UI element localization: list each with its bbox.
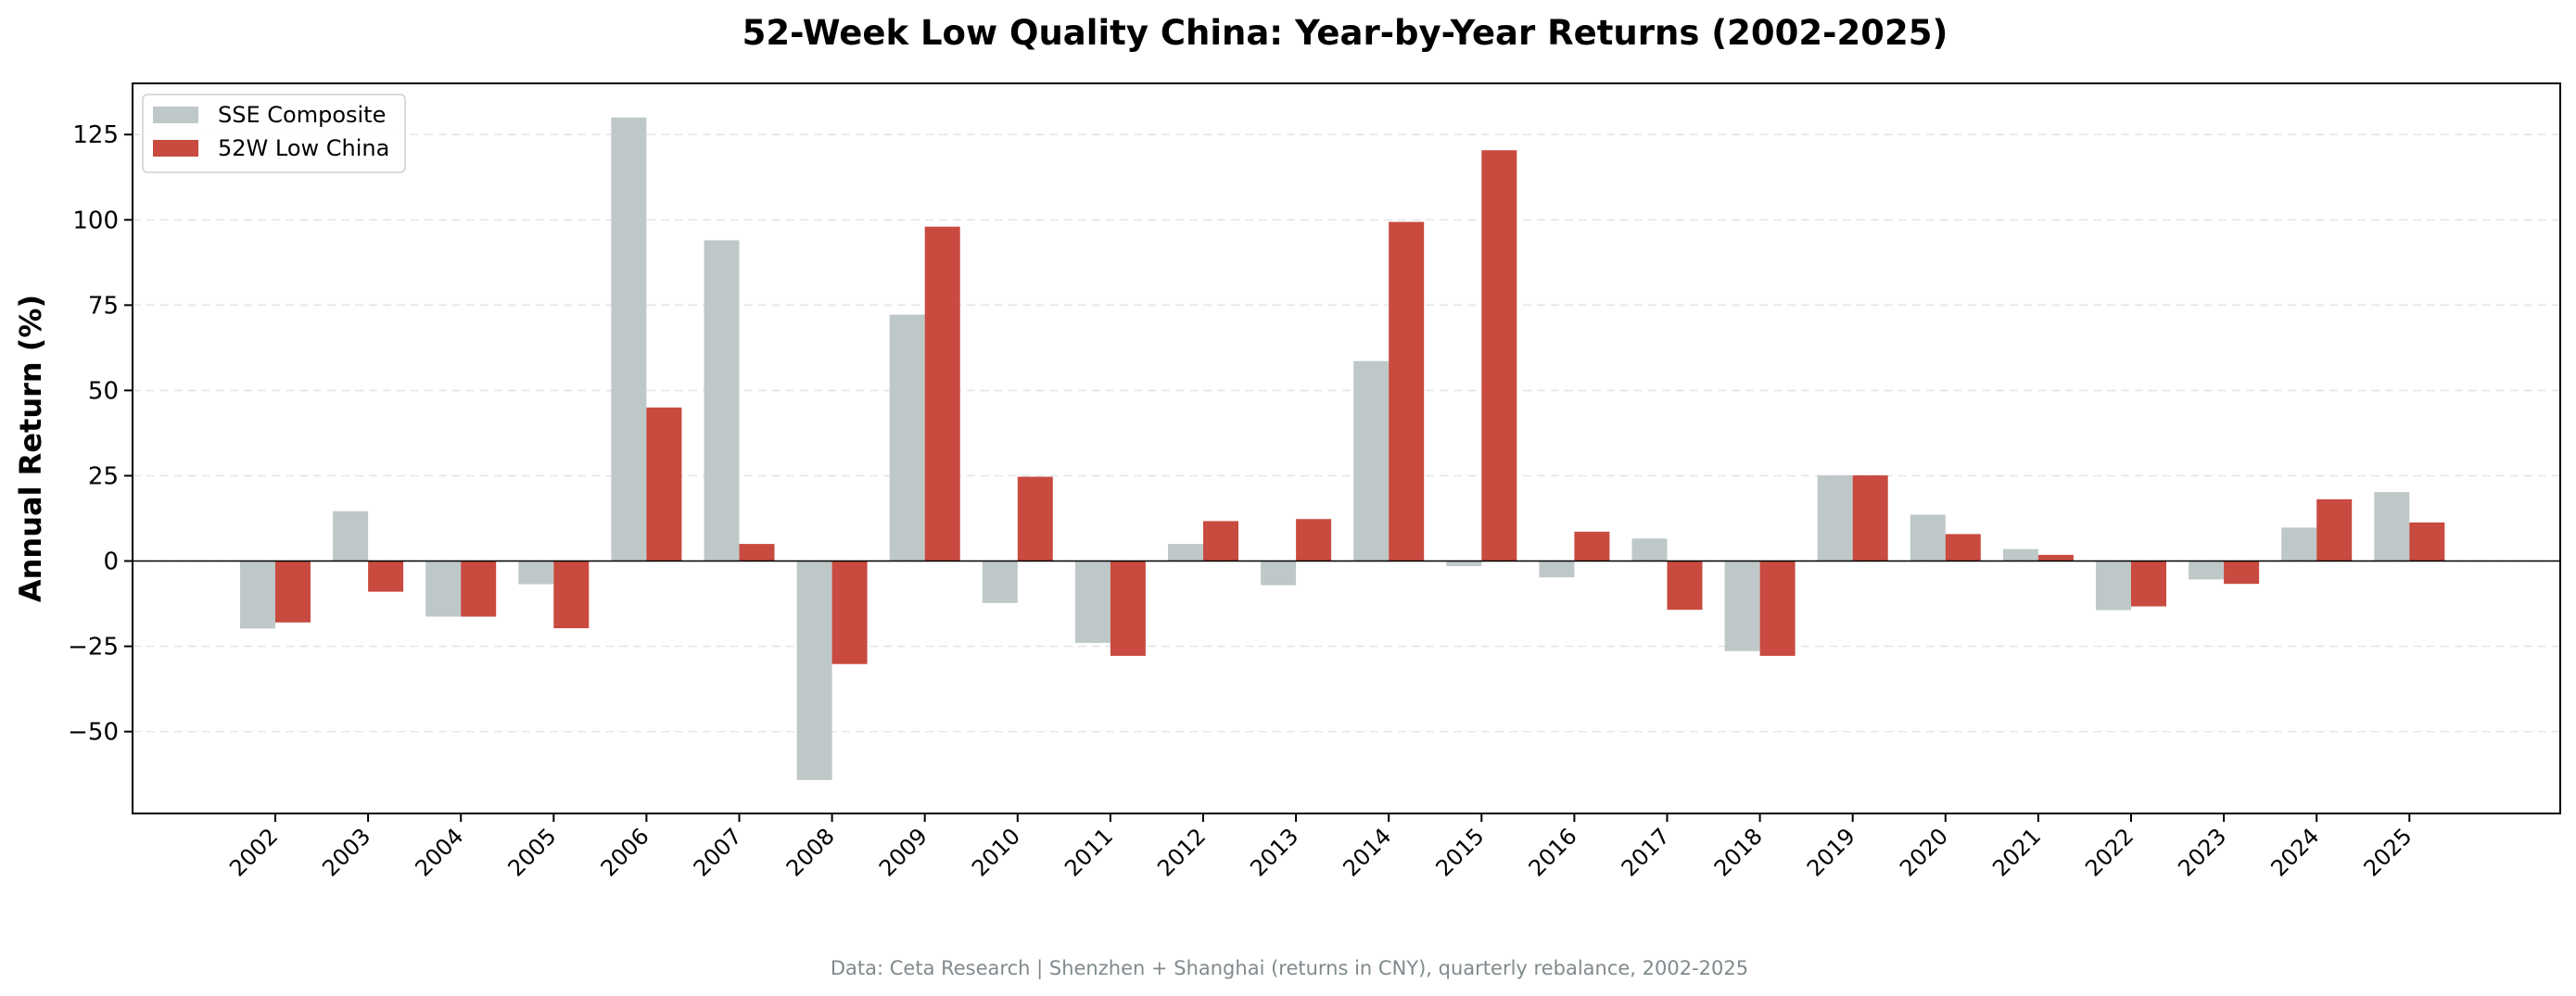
legend-label: 52W Low China <box>218 135 389 161</box>
bar-sse-composite <box>1074 561 1110 643</box>
bar-52w-low-china <box>553 561 590 629</box>
bar-52w-low-china <box>646 407 682 561</box>
chart-title: 52-Week Low Quality China: Year-by-Year … <box>742 13 1948 53</box>
x-tick-label: 2023 <box>2173 823 2231 881</box>
x-tick-label: 2013 <box>1245 823 1303 881</box>
x-tick-label: 2005 <box>503 823 562 881</box>
bar-sse-composite <box>2374 492 2410 561</box>
bar-sse-composite <box>1631 538 1668 561</box>
bar-52w-low-china <box>461 561 497 617</box>
y-tick-label: 0 <box>103 548 119 576</box>
bar-sse-composite <box>2096 561 2131 611</box>
y-tick-label: −25 <box>68 634 119 662</box>
bar-52w-low-china <box>1481 150 1517 561</box>
y-tick-label: 50 <box>88 377 119 405</box>
bar-52w-low-china <box>924 226 960 561</box>
bar-52w-low-china <box>739 544 775 561</box>
bar-sse-composite <box>1910 514 1946 561</box>
y-tick-label: 25 <box>88 462 119 490</box>
legend-box <box>142 94 406 173</box>
bar-sse-composite <box>704 240 740 561</box>
bar-sse-composite <box>1817 475 1853 561</box>
bar-sse-composite <box>2002 548 2038 561</box>
x-tick-label: 2017 <box>1617 823 1675 881</box>
bar-sse-composite <box>1724 561 1760 651</box>
x-tick-label: 2021 <box>1987 823 2046 881</box>
x-tick-label: 2019 <box>1802 823 1860 881</box>
legend-swatch <box>153 107 198 123</box>
x-axis-ticks: 2002 2003 2004 2005 2006 2007 2008 2009 2010 2011… <box>224 813 2417 881</box>
bar-52w-low-china <box>1110 561 1146 656</box>
bar-sse-composite <box>1168 544 1203 561</box>
x-tick-label: 2004 <box>410 823 468 881</box>
bar-sse-composite <box>240 561 275 629</box>
bar-52w-low-china <box>368 561 404 592</box>
grid <box>133 133 2560 733</box>
bar-52w-low-china <box>1296 519 1332 561</box>
bar-sse-composite <box>1353 360 1390 561</box>
bar-sse-composite <box>1261 561 1297 586</box>
x-tick-label: 2018 <box>1709 823 1768 881</box>
bar-52w-low-china <box>2224 561 2260 585</box>
bar-sse-composite <box>1446 561 1482 567</box>
x-tick-label: 2006 <box>596 823 654 881</box>
x-tick-label: 2003 <box>317 823 375 881</box>
bar-52w-low-china <box>2131 561 2166 607</box>
y-axis-label: Annual Return (%) <box>13 295 48 602</box>
bar-sse-composite <box>796 561 832 780</box>
bar-sse-composite <box>333 511 369 561</box>
bar-52w-low-china <box>1203 521 1238 561</box>
bar-sse-composite <box>2281 527 2317 561</box>
x-tick-label: 2022 <box>2080 823 2138 881</box>
y-tick-label: 100 <box>72 207 119 234</box>
bar-52w-low-china <box>2409 522 2445 561</box>
x-tick-label: 2011 <box>1060 823 1118 881</box>
y-tick-label: 125 <box>72 121 119 149</box>
x-tick-label: 2009 <box>874 823 933 881</box>
plot-frame <box>132 82 2561 814</box>
x-tick-label: 2007 <box>689 823 747 881</box>
bar-sse-composite <box>518 561 554 585</box>
bar-52w-low-china <box>1945 534 1981 561</box>
bars <box>240 117 2445 780</box>
footer-note: Data: Ceta Research | Shenzhen + Shangha… <box>831 957 1748 980</box>
bar-sse-composite <box>889 314 925 561</box>
x-tick-label: 2010 <box>967 823 1025 881</box>
x-tick-label: 2015 <box>1431 823 1490 881</box>
x-tick-label: 2024 <box>2265 823 2324 881</box>
bar-52w-low-china <box>1852 475 1888 561</box>
x-tick-label: 2020 <box>1895 823 1953 881</box>
y-tick-label: 75 <box>88 292 119 320</box>
x-tick-label: 2014 <box>1338 823 1396 881</box>
y-axis-ticks: −50 −25 0 25 50 75 100 125 <box>68 121 133 747</box>
bar-52w-low-china <box>1574 531 1610 561</box>
bar-52w-low-china <box>275 561 311 623</box>
bar-52w-low-china <box>1017 476 1053 561</box>
bar-sse-composite <box>982 561 1018 603</box>
bar-52w-low-china <box>2316 498 2353 561</box>
bar-52w-low-china <box>1389 221 1425 561</box>
y-tick-label: −50 <box>68 719 119 747</box>
x-tick-label: 2002 <box>224 823 283 881</box>
x-tick-label: 2008 <box>781 823 840 881</box>
bar-52w-low-china <box>831 561 868 664</box>
bar-sse-composite <box>425 561 462 617</box>
legend-label: SSE Composite <box>218 102 386 128</box>
bar-52w-low-china <box>1759 561 1796 656</box>
bar-sse-composite <box>611 117 647 561</box>
legend-swatch <box>153 140 198 157</box>
x-tick-label: 2016 <box>1524 823 1582 881</box>
bar-52w-low-china <box>2037 554 2074 561</box>
bar-sse-composite <box>2189 561 2225 580</box>
legend: SSE Composite 52W Low China <box>142 94 406 173</box>
x-tick-label: 2025 <box>2359 823 2417 881</box>
bar-52w-low-china <box>1667 561 1703 611</box>
bar-sse-composite <box>1539 561 1575 578</box>
x-tick-label: 2012 <box>1152 823 1211 881</box>
